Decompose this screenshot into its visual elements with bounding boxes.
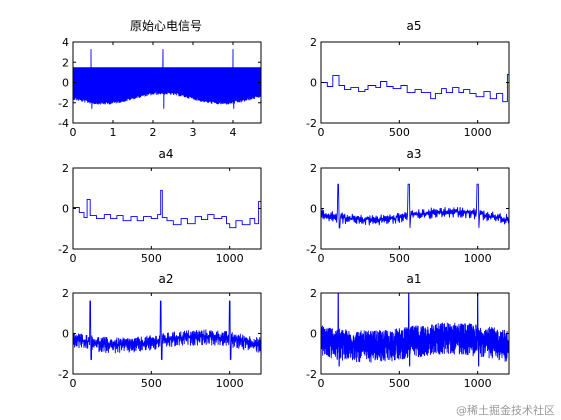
watermark: @稀土掘金技术社区 xyxy=(456,404,555,417)
subplot-a5: a5 0 500 1000-202 xyxy=(306,19,510,139)
y-tick-label: -2 xyxy=(58,97,69,110)
y-tick-label: 2 xyxy=(310,287,317,300)
x-tick-label: 4 xyxy=(230,126,237,139)
subplot-title: a2 xyxy=(159,272,174,286)
x-tick-label: 3 xyxy=(190,126,197,139)
series-line xyxy=(73,49,261,109)
y-tick-label: 0 xyxy=(62,328,69,341)
subplot-title: a5 xyxy=(407,19,422,33)
y-tick-label: 0 xyxy=(62,203,69,216)
subplot-a1: a1 0 500 1000-202 xyxy=(306,272,510,390)
y-tick-label: -2 xyxy=(306,243,317,256)
x-tick-label: 1000 xyxy=(216,377,244,390)
x-tick-label: 1000 xyxy=(464,252,492,265)
subplot-title: 原始心电信号 xyxy=(130,19,202,33)
y-tick-label: 0 xyxy=(310,203,317,216)
y-tick-label: 2 xyxy=(62,162,69,175)
x-tick-label: 2 xyxy=(150,126,157,139)
y-tick-label: -2 xyxy=(58,368,69,381)
series-line xyxy=(321,73,509,103)
x-tick-label: 500 xyxy=(141,377,162,390)
x-tick-label: 1 xyxy=(110,126,117,139)
series-line xyxy=(73,189,261,229)
y-tick-label: -2 xyxy=(306,368,317,381)
x-tick-label: 1000 xyxy=(216,252,244,265)
y-tick-label: 2 xyxy=(62,287,69,300)
y-tick-label: 0 xyxy=(62,77,69,90)
x-tick-label: 0 xyxy=(70,126,77,139)
x-tick-label: 500 xyxy=(389,377,410,390)
y-tick-label: 2 xyxy=(62,56,69,69)
series-line xyxy=(321,183,509,229)
x-tick-label: 0 xyxy=(318,377,325,390)
y-tick-label: 4 xyxy=(62,36,69,49)
subplot-a4: a4 0 500 1000-202 xyxy=(58,147,262,265)
y-tick-label: 2 xyxy=(310,36,317,49)
x-tick-label: 500 xyxy=(389,126,410,139)
x-tick-label: 500 xyxy=(141,252,162,265)
x-tick-label: 1000 xyxy=(464,126,492,139)
subplot-title: a1 xyxy=(407,272,422,286)
x-tick-label: 1000 xyxy=(464,377,492,390)
series-line xyxy=(73,300,261,360)
x-tick-label: 0 xyxy=(318,252,325,265)
x-tick-label: 500 xyxy=(389,252,410,265)
x-tick-label: 0 xyxy=(318,126,325,139)
y-tick-label: 2 xyxy=(310,162,317,175)
y-tick-label: -4 xyxy=(58,117,69,130)
y-tick-label: -2 xyxy=(306,117,317,130)
subplot-a2: a2 0 500 1000-202 xyxy=(58,272,262,390)
x-tick-label: 0 xyxy=(70,252,77,265)
subplot-orig: 原始心电信号 0 1 2 3 4 -4 -2 0 2 4 xyxy=(58,19,262,139)
subplot-title: a3 xyxy=(407,147,422,161)
y-tick-label: -2 xyxy=(58,243,69,256)
series-line xyxy=(321,293,509,367)
subplot-a3: a3 0 500 1000-202 xyxy=(306,147,510,265)
x-tick-label: 0 xyxy=(70,377,77,390)
y-tick-label: 0 xyxy=(310,77,317,90)
y-tick-label: 0 xyxy=(310,328,317,341)
subplot-title: a4 xyxy=(159,147,174,161)
